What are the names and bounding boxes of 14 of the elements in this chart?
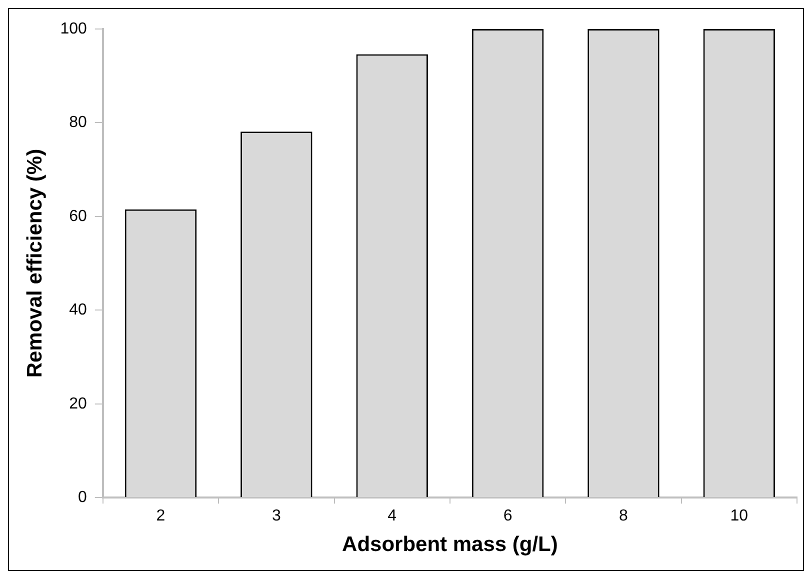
x-tick-label: 6 bbox=[503, 508, 512, 525]
y-tick-label: 20 bbox=[69, 395, 87, 412]
y-axis-title: Removal efficiency (%) bbox=[23, 148, 46, 378]
y-tick-label: 40 bbox=[69, 302, 87, 319]
x-tick-label: 10 bbox=[730, 508, 748, 525]
y-tick-label: 0 bbox=[78, 489, 87, 506]
x-tick-label: 4 bbox=[388, 508, 397, 525]
x-tick-label: 3 bbox=[272, 508, 281, 525]
x-axis-title: Adsorbent mass (g/L) bbox=[342, 533, 558, 556]
y-tick-label: 80 bbox=[69, 114, 87, 132]
y-tick-label: 100 bbox=[60, 20, 87, 38]
x-tick-label: 2 bbox=[156, 508, 166, 525]
y-tick-label: 60 bbox=[69, 208, 87, 225]
x-tick-label: 8 bbox=[619, 508, 628, 525]
